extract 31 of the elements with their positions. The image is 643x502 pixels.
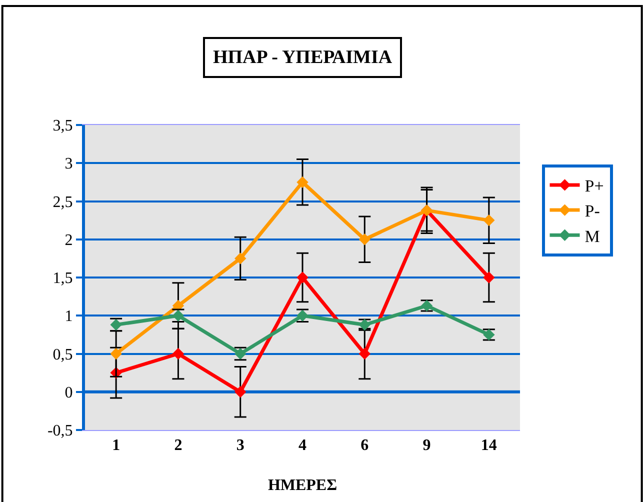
x-tick-label: 3	[236, 437, 244, 454]
x-tick-label: 9	[422, 437, 431, 454]
y-tick-label: 2,5	[52, 194, 73, 211]
y-tick-label: 3,5	[52, 118, 73, 135]
y-tick-label: 1,5	[52, 270, 73, 288]
x-tick-label: 4	[298, 437, 306, 454]
point	[110, 348, 122, 360]
point	[483, 272, 495, 284]
point	[358, 234, 370, 246]
x-tick-label: 6	[360, 437, 369, 454]
y-tick-label: 0	[64, 384, 73, 402]
legend-label: P-	[584, 202, 600, 221]
y-tick-label: 3	[64, 156, 73, 173]
point	[483, 214, 495, 226]
x-tick-label: 14	[480, 437, 497, 454]
legend-label: M	[584, 226, 600, 246]
x-tick-label: 2	[174, 437, 182, 454]
point	[234, 252, 246, 264]
legend-label: P+	[584, 176, 604, 196]
y-tick-label: -0,5	[47, 422, 73, 440]
y-tick-label: 0,5	[52, 346, 73, 364]
point	[172, 348, 184, 360]
x-tick-label: 1	[112, 437, 120, 454]
point	[234, 386, 246, 398]
point	[358, 348, 370, 360]
y-tick-label: 1	[64, 308, 73, 326]
chart-title: ΗΠΑΡ - ΥΠΕΡΑΙΜΙΑ	[213, 47, 392, 68]
point	[296, 176, 308, 188]
x-axis-title: ΗΜΕΡΕΣ	[268, 476, 338, 494]
point	[296, 272, 308, 284]
y-tick-label: 2	[64, 232, 73, 249]
